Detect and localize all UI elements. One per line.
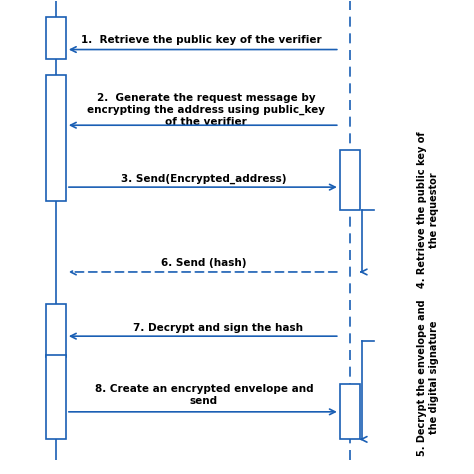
Bar [46, 304, 66, 357]
Text: 4. Retrieve the public key of
the requestor: 4. Retrieve the public key of the reques… [417, 132, 438, 288]
Bar [340, 384, 359, 439]
Text: 6. Send (hash): 6. Send (hash) [161, 258, 247, 268]
Text: 5. Decrypt the envelope and
the digital signature: 5. Decrypt the envelope and the digital … [417, 299, 438, 456]
Text: 8. Create an encrypted envelope and
send: 8. Create an encrypted envelope and send [95, 384, 313, 406]
Text: 1.  Retrieve the public key of the verifier: 1. Retrieve the public key of the verifi… [82, 35, 322, 45]
Text: 2.  Generate the request message by
encrypting the address using public_key
of t: 2. Generate the request message by encry… [87, 93, 325, 127]
Text: 3. Send(Encrypted_address): 3. Send(Encrypted_address) [121, 173, 287, 184]
Bar [46, 18, 66, 59]
Bar [340, 150, 359, 210]
Text: 7. Decrypt and sign the hash: 7. Decrypt and sign the hash [133, 322, 303, 332]
Bar [46, 355, 66, 439]
Bar [46, 75, 66, 201]
